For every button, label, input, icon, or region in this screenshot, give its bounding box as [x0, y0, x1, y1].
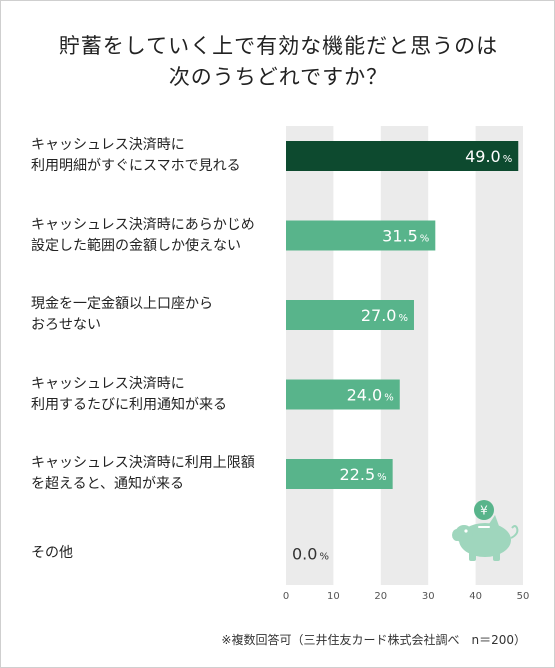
- survey-note: ※複数回答可（三井住友カード株式会社調べ n＝200）: [221, 633, 526, 647]
- x-tick-label: 10: [327, 591, 340, 602]
- value-label: 0.0%: [292, 545, 329, 564]
- category-label-line: おろせない: [31, 317, 101, 333]
- category-label-line: を超えると、通知が来る: [31, 476, 185, 492]
- chart-title: 貯蓄をしていく上で有効な機能だと思うのは 次のうちどれですか？: [1, 31, 554, 93]
- bar: [286, 220, 436, 251]
- x-tick-label: 0: [283, 591, 289, 602]
- x-tick-label: 20: [374, 591, 387, 602]
- chart-title-line: 次のうちどれですか？: [168, 65, 389, 89]
- piggy-bank-icon: ¥: [452, 500, 519, 561]
- chart-title-line: 貯蓄をしていく上で有効な機能だと思うのは: [58, 34, 499, 58]
- value-label: 49.0%: [465, 147, 512, 166]
- x-tick-label: 50: [517, 591, 530, 602]
- coin-icon: [474, 500, 494, 520]
- bar: [286, 141, 519, 171]
- category-label-line: キャッシュレス決済時に: [31, 375, 185, 392]
- bar: [286, 459, 393, 489]
- grid-band: [286, 126, 334, 585]
- x-tick-label: 30: [422, 591, 435, 602]
- x-tick-label: 40: [469, 591, 482, 602]
- bar: [286, 300, 414, 330]
- bar: [286, 379, 400, 410]
- grid-band: [380, 126, 429, 585]
- category-label: 現金を一定金額以上口座から おろせない: [31, 294, 271, 336]
- coin-glyph: ¥: [480, 504, 488, 518]
- category-label: その他: [31, 543, 271, 564]
- category-label-line: キャッシュレス決済時にあらかじめ: [31, 216, 255, 233]
- value-label: 27.0%: [361, 306, 408, 325]
- category-label-line: 利用するたびに利用通知が来る: [31, 396, 227, 413]
- value-label: 31.5%: [382, 227, 429, 246]
- category-label-line: 現金を一定金額以上口座から: [31, 296, 213, 312]
- category-label-line: キャッシュレス決済時に利用上限額: [31, 455, 255, 471]
- category-label-line: キャッシュレス決済時に: [31, 137, 185, 153]
- value-label: 22.5%: [340, 465, 387, 484]
- category-label-line: 利用明細がすぐにスマホで見れる: [31, 158, 241, 174]
- category-label: キャッシュレス決済時にあらかじめ 設定した範囲の金額しか使えない: [31, 215, 271, 257]
- category-label: キャッシュレス決済時に利用するたびに利用通知が来る: [31, 374, 271, 416]
- category-label-line: その他: [31, 545, 73, 561]
- value-label: 24.0%: [347, 386, 394, 405]
- category-label: キャッシュレス決済時に利用上限額 を超えると、通知が来る: [31, 453, 271, 495]
- category-label: キャッシュレス決済時に利用明細がすぐにスマホで見れる: [31, 135, 271, 177]
- category-label-line: 設定した範囲の金額しか使えない: [31, 237, 241, 254]
